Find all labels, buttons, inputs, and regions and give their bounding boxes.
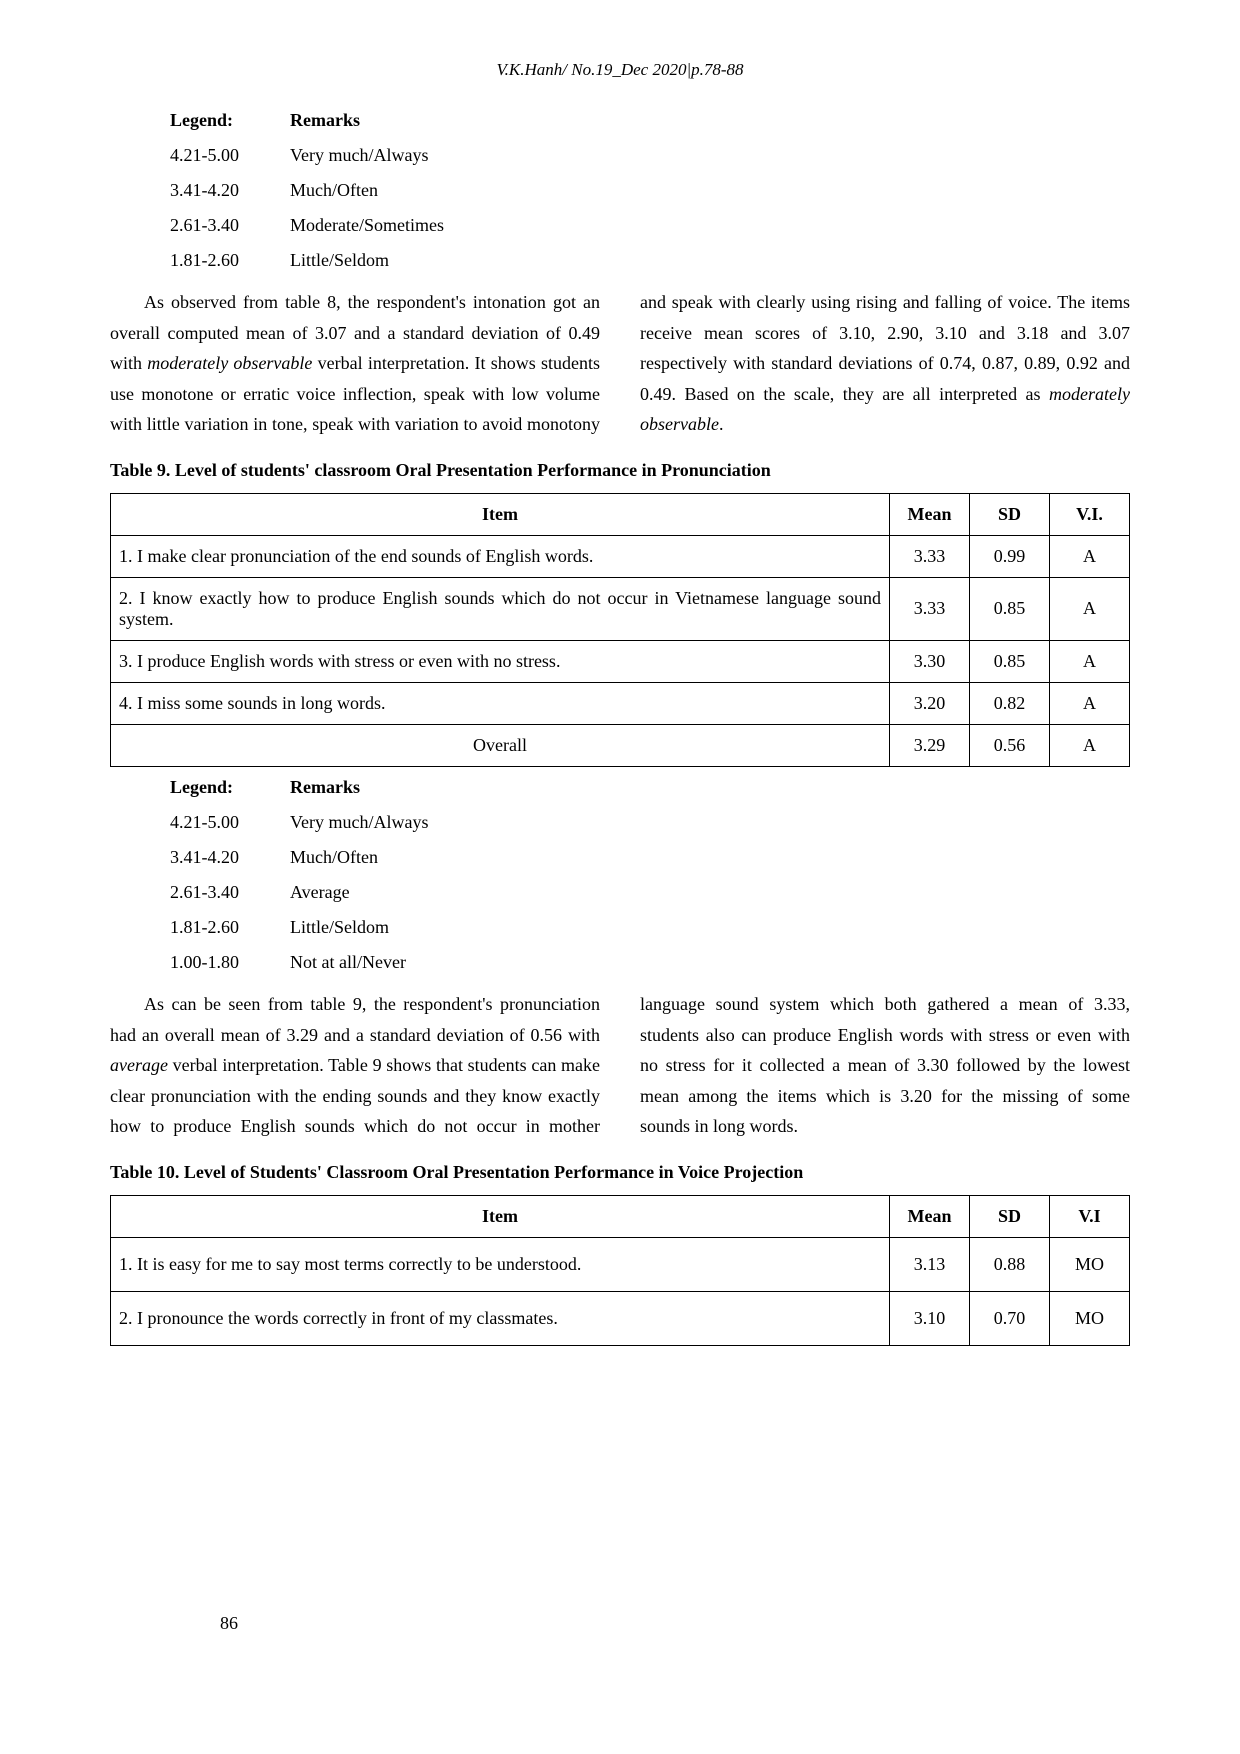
table-row: 1. It is easy for me to say most terms c… <box>111 1237 1130 1291</box>
legend-remark: Very much/Always <box>290 812 1130 833</box>
cell-sd: 0.88 <box>970 1237 1050 1291</box>
th-vi: V.I <box>1050 1195 1130 1237</box>
legend-remark: Not at all/Never <box>290 952 1130 973</box>
legend-title-col1: Legend: <box>170 777 290 798</box>
cell-sd: 0.82 <box>970 682 1050 724</box>
cell-item: 1. I make clear pronunciation of the end… <box>111 535 890 577</box>
cell-vi: A <box>1050 577 1130 640</box>
page-number: 86 <box>220 1613 238 1634</box>
legend-remark: Very much/Always <box>290 145 1130 166</box>
table-row: 3. I produce English words with stress o… <box>111 640 1130 682</box>
p2-italic1: average <box>110 1055 168 1075</box>
cell-item: 4. I miss some sounds in long words. <box>111 682 890 724</box>
p1-text: . <box>719 414 724 434</box>
legend-range: 1.81-2.60 <box>170 917 290 938</box>
cell-mean: 3.10 <box>890 1291 970 1345</box>
legend-title-col2: Remarks <box>290 110 1130 131</box>
cell-mean: 3.13 <box>890 1237 970 1291</box>
p1-italic1: moderately observable <box>147 353 312 373</box>
table9-title: Table 9. Level of students' classroom Or… <box>110 460 1130 481</box>
p2-text: verbal interpretation. Table 9 shows tha… <box>110 994 1130 1136</box>
legend-remark: Little/Seldom <box>290 250 1130 271</box>
table10-title: Table 10. Level of Students' Classroom O… <box>110 1162 1130 1183</box>
cell-mean: 3.33 <box>890 535 970 577</box>
cell-item: 2. I pronounce the words correctly in fr… <box>111 1291 890 1345</box>
legend-range: 3.41-4.20 <box>170 847 290 868</box>
legend-range: 4.21-5.00 <box>170 812 290 833</box>
table-row: 2. I know exactly how to produce English… <box>111 577 1130 640</box>
cell-vi: A <box>1050 724 1130 766</box>
cell-overall-label: Overall <box>111 724 890 766</box>
cell-vi: MO <box>1050 1291 1130 1345</box>
legend-title-col2: Remarks <box>290 777 1130 798</box>
table-row: 4. I miss some sounds in long words. 3.2… <box>111 682 1130 724</box>
cell-sd: 0.85 <box>970 640 1050 682</box>
cell-sd: 0.85 <box>970 577 1050 640</box>
legend-remark: Average <box>290 882 1130 903</box>
legend-range: 4.21-5.00 <box>170 145 290 166</box>
cell-sd: 0.56 <box>970 724 1050 766</box>
paragraph-2: As can be seen from table 9, the respond… <box>110 989 1130 1142</box>
legend-range: 1.81-2.60 <box>170 250 290 271</box>
th-mean: Mean <box>890 493 970 535</box>
table-row: 2. I pronounce the words correctly in fr… <box>111 1291 1130 1345</box>
legend-range: 2.61-3.40 <box>170 882 290 903</box>
legend-remark: Much/Often <box>290 847 1130 868</box>
cell-vi: MO <box>1050 1237 1130 1291</box>
table9: Item Mean SD V.I. 1. I make clear pronun… <box>110 493 1130 767</box>
legend-remark: Moderate/Sometimes <box>290 215 1130 236</box>
th-item: Item <box>111 1195 890 1237</box>
cell-item: 3. I produce English words with stress o… <box>111 640 890 682</box>
th-mean: Mean <box>890 1195 970 1237</box>
legend-title-col1: Legend: <box>170 110 290 131</box>
cell-item: 1. It is easy for me to say most terms c… <box>111 1237 890 1291</box>
cell-mean: 3.29 <box>890 724 970 766</box>
cell-vi: A <box>1050 535 1130 577</box>
th-sd: SD <box>970 493 1050 535</box>
p2-text: As can be seen from table 9, the respond… <box>110 994 600 1045</box>
paragraph-1: As observed from table 8, the respondent… <box>110 287 1130 440</box>
cell-mean: 3.20 <box>890 682 970 724</box>
table-row-overall: Overall 3.29 0.56 A <box>111 724 1130 766</box>
legend-range: 3.41-4.20 <box>170 180 290 201</box>
cell-vi: A <box>1050 640 1130 682</box>
th-sd: SD <box>970 1195 1050 1237</box>
legend-remark: Little/Seldom <box>290 917 1130 938</box>
table-row: 1. I make clear pronunciation of the end… <box>111 535 1130 577</box>
th-item: Item <box>111 493 890 535</box>
legend-range: 2.61-3.40 <box>170 215 290 236</box>
table10: Item Mean SD V.I 1. It is easy for me to… <box>110 1195 1130 1346</box>
running-header: V.K.Hanh/ No.19_Dec 2020|p.78-88 <box>110 60 1130 80</box>
legend-2: Legend: Remarks 4.21-5.00 Very much/Alwa… <box>170 777 1130 973</box>
legend-range: 1.00-1.80 <box>170 952 290 973</box>
cell-vi: A <box>1050 682 1130 724</box>
th-vi: V.I. <box>1050 493 1130 535</box>
legend-remark: Much/Often <box>290 180 1130 201</box>
cell-mean: 3.33 <box>890 577 970 640</box>
cell-sd: 0.99 <box>970 535 1050 577</box>
cell-item: 2. I know exactly how to produce English… <box>111 577 890 640</box>
legend-1: Legend: Remarks 4.21-5.00 Very much/Alwa… <box>170 110 1130 271</box>
cell-sd: 0.70 <box>970 1291 1050 1345</box>
cell-mean: 3.30 <box>890 640 970 682</box>
